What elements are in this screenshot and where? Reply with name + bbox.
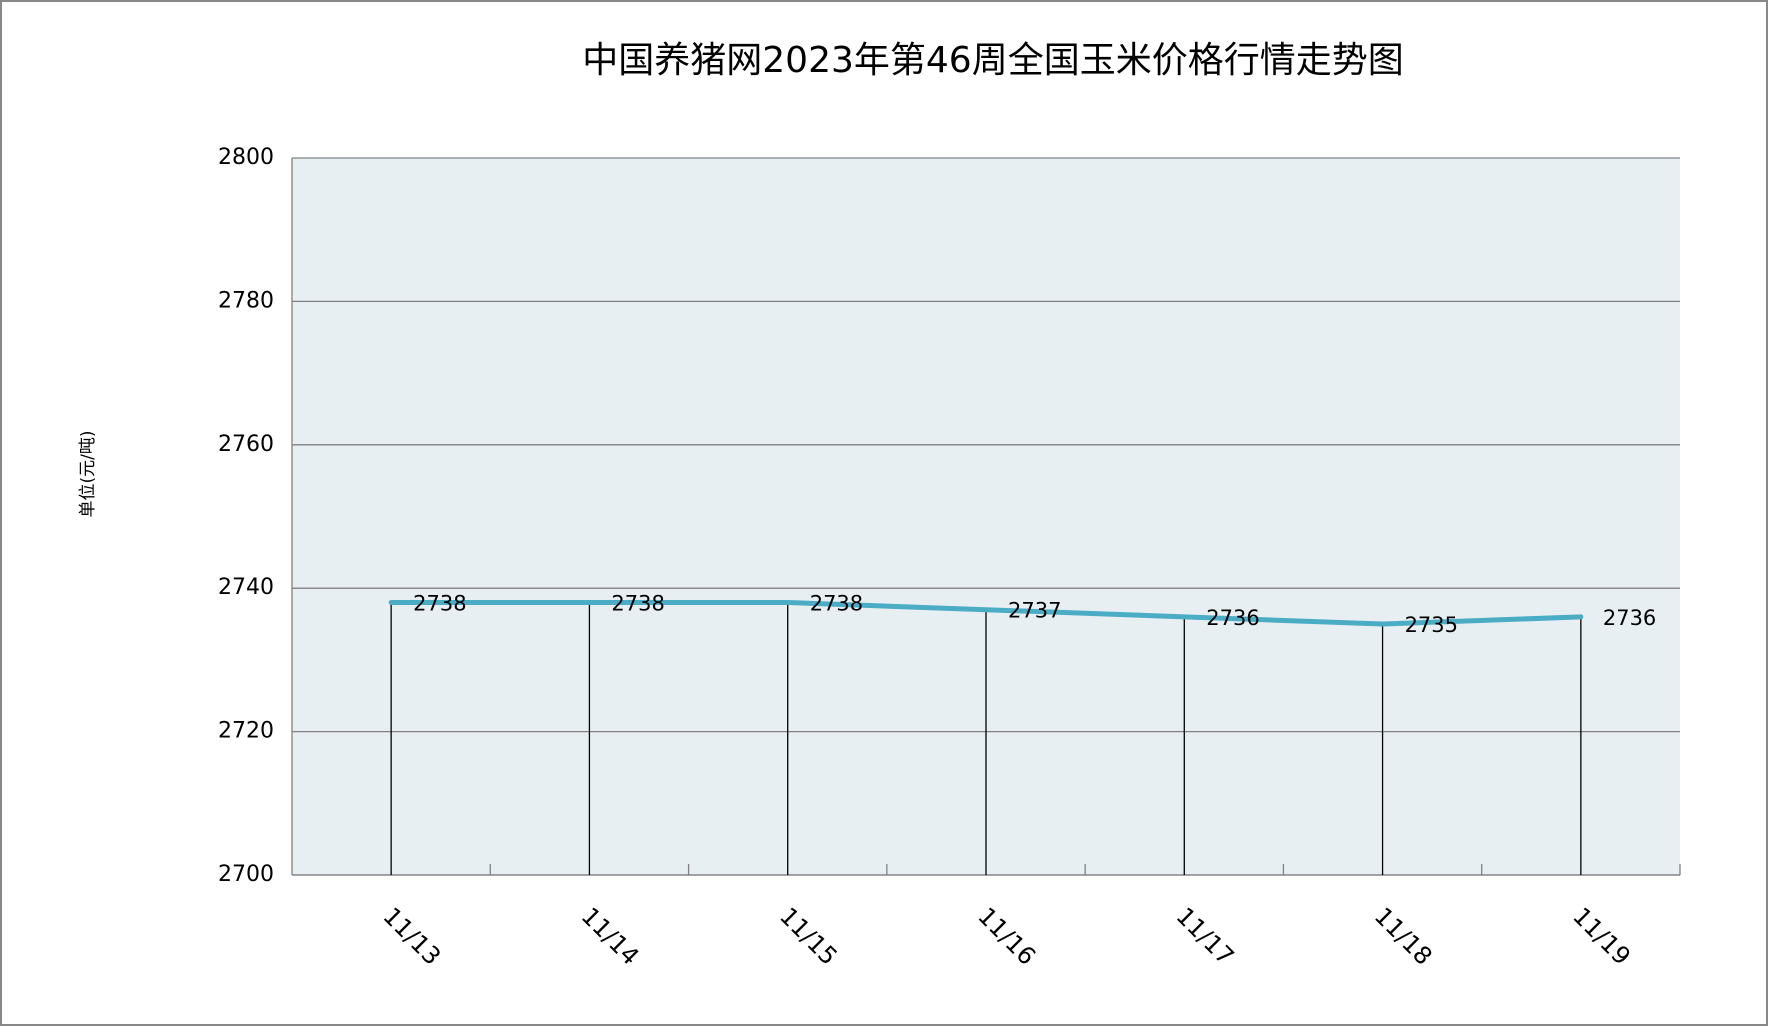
y-tick-label: 2720: [218, 719, 274, 744]
data-label: 2738: [413, 592, 466, 616]
y-tick-label: 2760: [218, 432, 274, 457]
data-label: 2738: [810, 592, 863, 616]
data-label: 2737: [1008, 599, 1061, 623]
y-tick-label: 2740: [218, 575, 274, 600]
y-tick-label: 2780: [218, 288, 274, 313]
data-label: 2736: [1206, 606, 1259, 630]
data-label: 2736: [1603, 606, 1656, 630]
y-axis-label: 单位(元/吨): [78, 431, 98, 518]
data-label: 2735: [1405, 613, 1458, 637]
y-tick-label: 2800: [218, 145, 274, 170]
y-tick-label: 2700: [218, 862, 274, 887]
line: [388, 600, 1584, 627]
data-label: 2738: [611, 592, 664, 616]
chart-title: 中国养猪网2023年第46周全国玉米价格行情走势图: [582, 40, 1403, 81]
